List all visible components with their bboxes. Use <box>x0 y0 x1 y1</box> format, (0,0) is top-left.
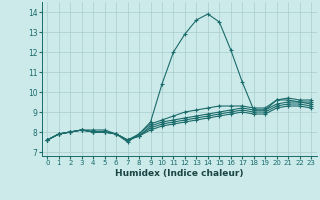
X-axis label: Humidex (Indice chaleur): Humidex (Indice chaleur) <box>115 169 244 178</box>
